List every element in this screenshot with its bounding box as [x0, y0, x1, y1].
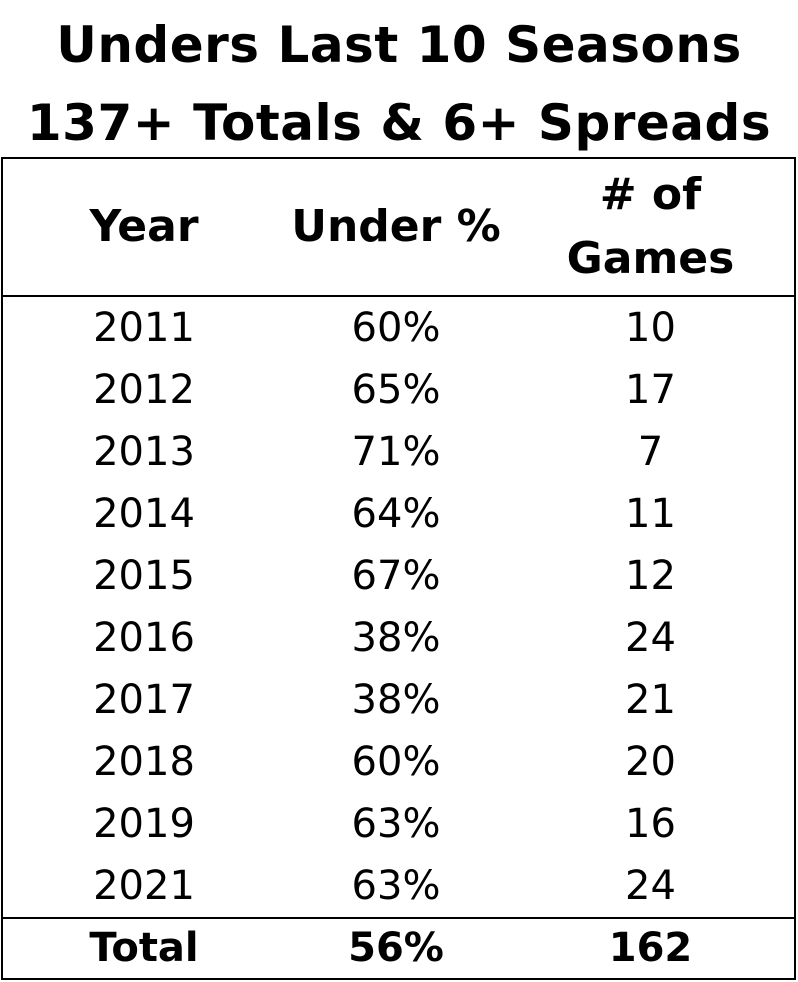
year-cell: 2015: [93, 553, 195, 599]
table-row: 2021 63% 24: [3, 855, 794, 917]
year-cell: 2012: [93, 367, 195, 413]
column-header-games-line1: # of: [599, 169, 702, 220]
year-cell: 2021: [93, 863, 195, 909]
games-cell: 17: [625, 367, 676, 413]
column-header-games-line2: Games: [566, 233, 735, 284]
total-label-cell: Total: [89, 925, 199, 971]
year-cell: 2013: [93, 429, 195, 475]
under-pct-cell: 63%: [351, 863, 441, 909]
table-header-row: Year Under % # of Games: [3, 159, 794, 297]
games-cell: 24: [625, 863, 676, 909]
table-row: 2012 65% 17: [3, 359, 794, 421]
table-row: 2019 63% 16: [3, 793, 794, 855]
year-cell: 2016: [93, 615, 195, 661]
under-pct-cell: 63%: [351, 801, 441, 847]
table-row: 2018 60% 20: [3, 731, 794, 793]
games-cell: 12: [625, 553, 676, 599]
chart-title-line2: 137+ Totals & 6+ Spreads: [26, 94, 772, 152]
chart-title-line1: Unders Last 10 Seasons: [56, 16, 742, 74]
total-under-pct-cell: 56%: [348, 925, 444, 971]
under-pct-cell: 65%: [351, 367, 441, 413]
under-pct-cell: 60%: [351, 305, 441, 351]
under-pct-cell: 38%: [351, 677, 441, 723]
games-cell: 20: [625, 739, 676, 785]
games-cell: 16: [625, 801, 676, 847]
under-pct-cell: 64%: [351, 491, 441, 537]
year-cell: 2011: [93, 305, 195, 351]
under-pct-cell: 38%: [351, 615, 441, 661]
table-row: 2014 64% 11: [3, 483, 794, 545]
table-row: 2011 60% 10: [3, 297, 794, 359]
games-cell: 10: [625, 305, 676, 351]
year-cell: 2019: [93, 801, 195, 847]
under-pct-cell: 67%: [351, 553, 441, 599]
table-body: 2011 60% 10 2012 65% 17 2013 71% 7 2014 64% 11 2015 6…: [3, 297, 794, 917]
column-header-year: Year: [89, 201, 199, 252]
column-header-under-pct: Under %: [291, 201, 501, 252]
table-row: 2015 67% 12: [3, 545, 794, 607]
year-cell: 2018: [93, 739, 195, 785]
year-cell: 2017: [93, 677, 195, 723]
table-row: 2017 38% 21: [3, 669, 794, 731]
games-cell: 7: [637, 429, 664, 475]
table-row: 2016 38% 24: [3, 607, 794, 669]
games-cell: 24: [625, 615, 676, 661]
games-cell: 21: [625, 677, 676, 723]
table-row: 2013 71% 7: [3, 421, 794, 483]
data-table: Year Under % # of Games 2011 60% 10 2012 65%…: [1, 157, 796, 980]
year-cell: 2014: [93, 491, 195, 537]
table-total-row: Total 56% 162: [3, 917, 794, 980]
under-pct-cell: 71%: [351, 429, 441, 475]
total-games-cell: 162: [608, 925, 693, 971]
under-pct-cell: 60%: [351, 739, 441, 785]
games-cell: 11: [625, 491, 676, 537]
column-header-games: # of Games: [507, 159, 794, 295]
